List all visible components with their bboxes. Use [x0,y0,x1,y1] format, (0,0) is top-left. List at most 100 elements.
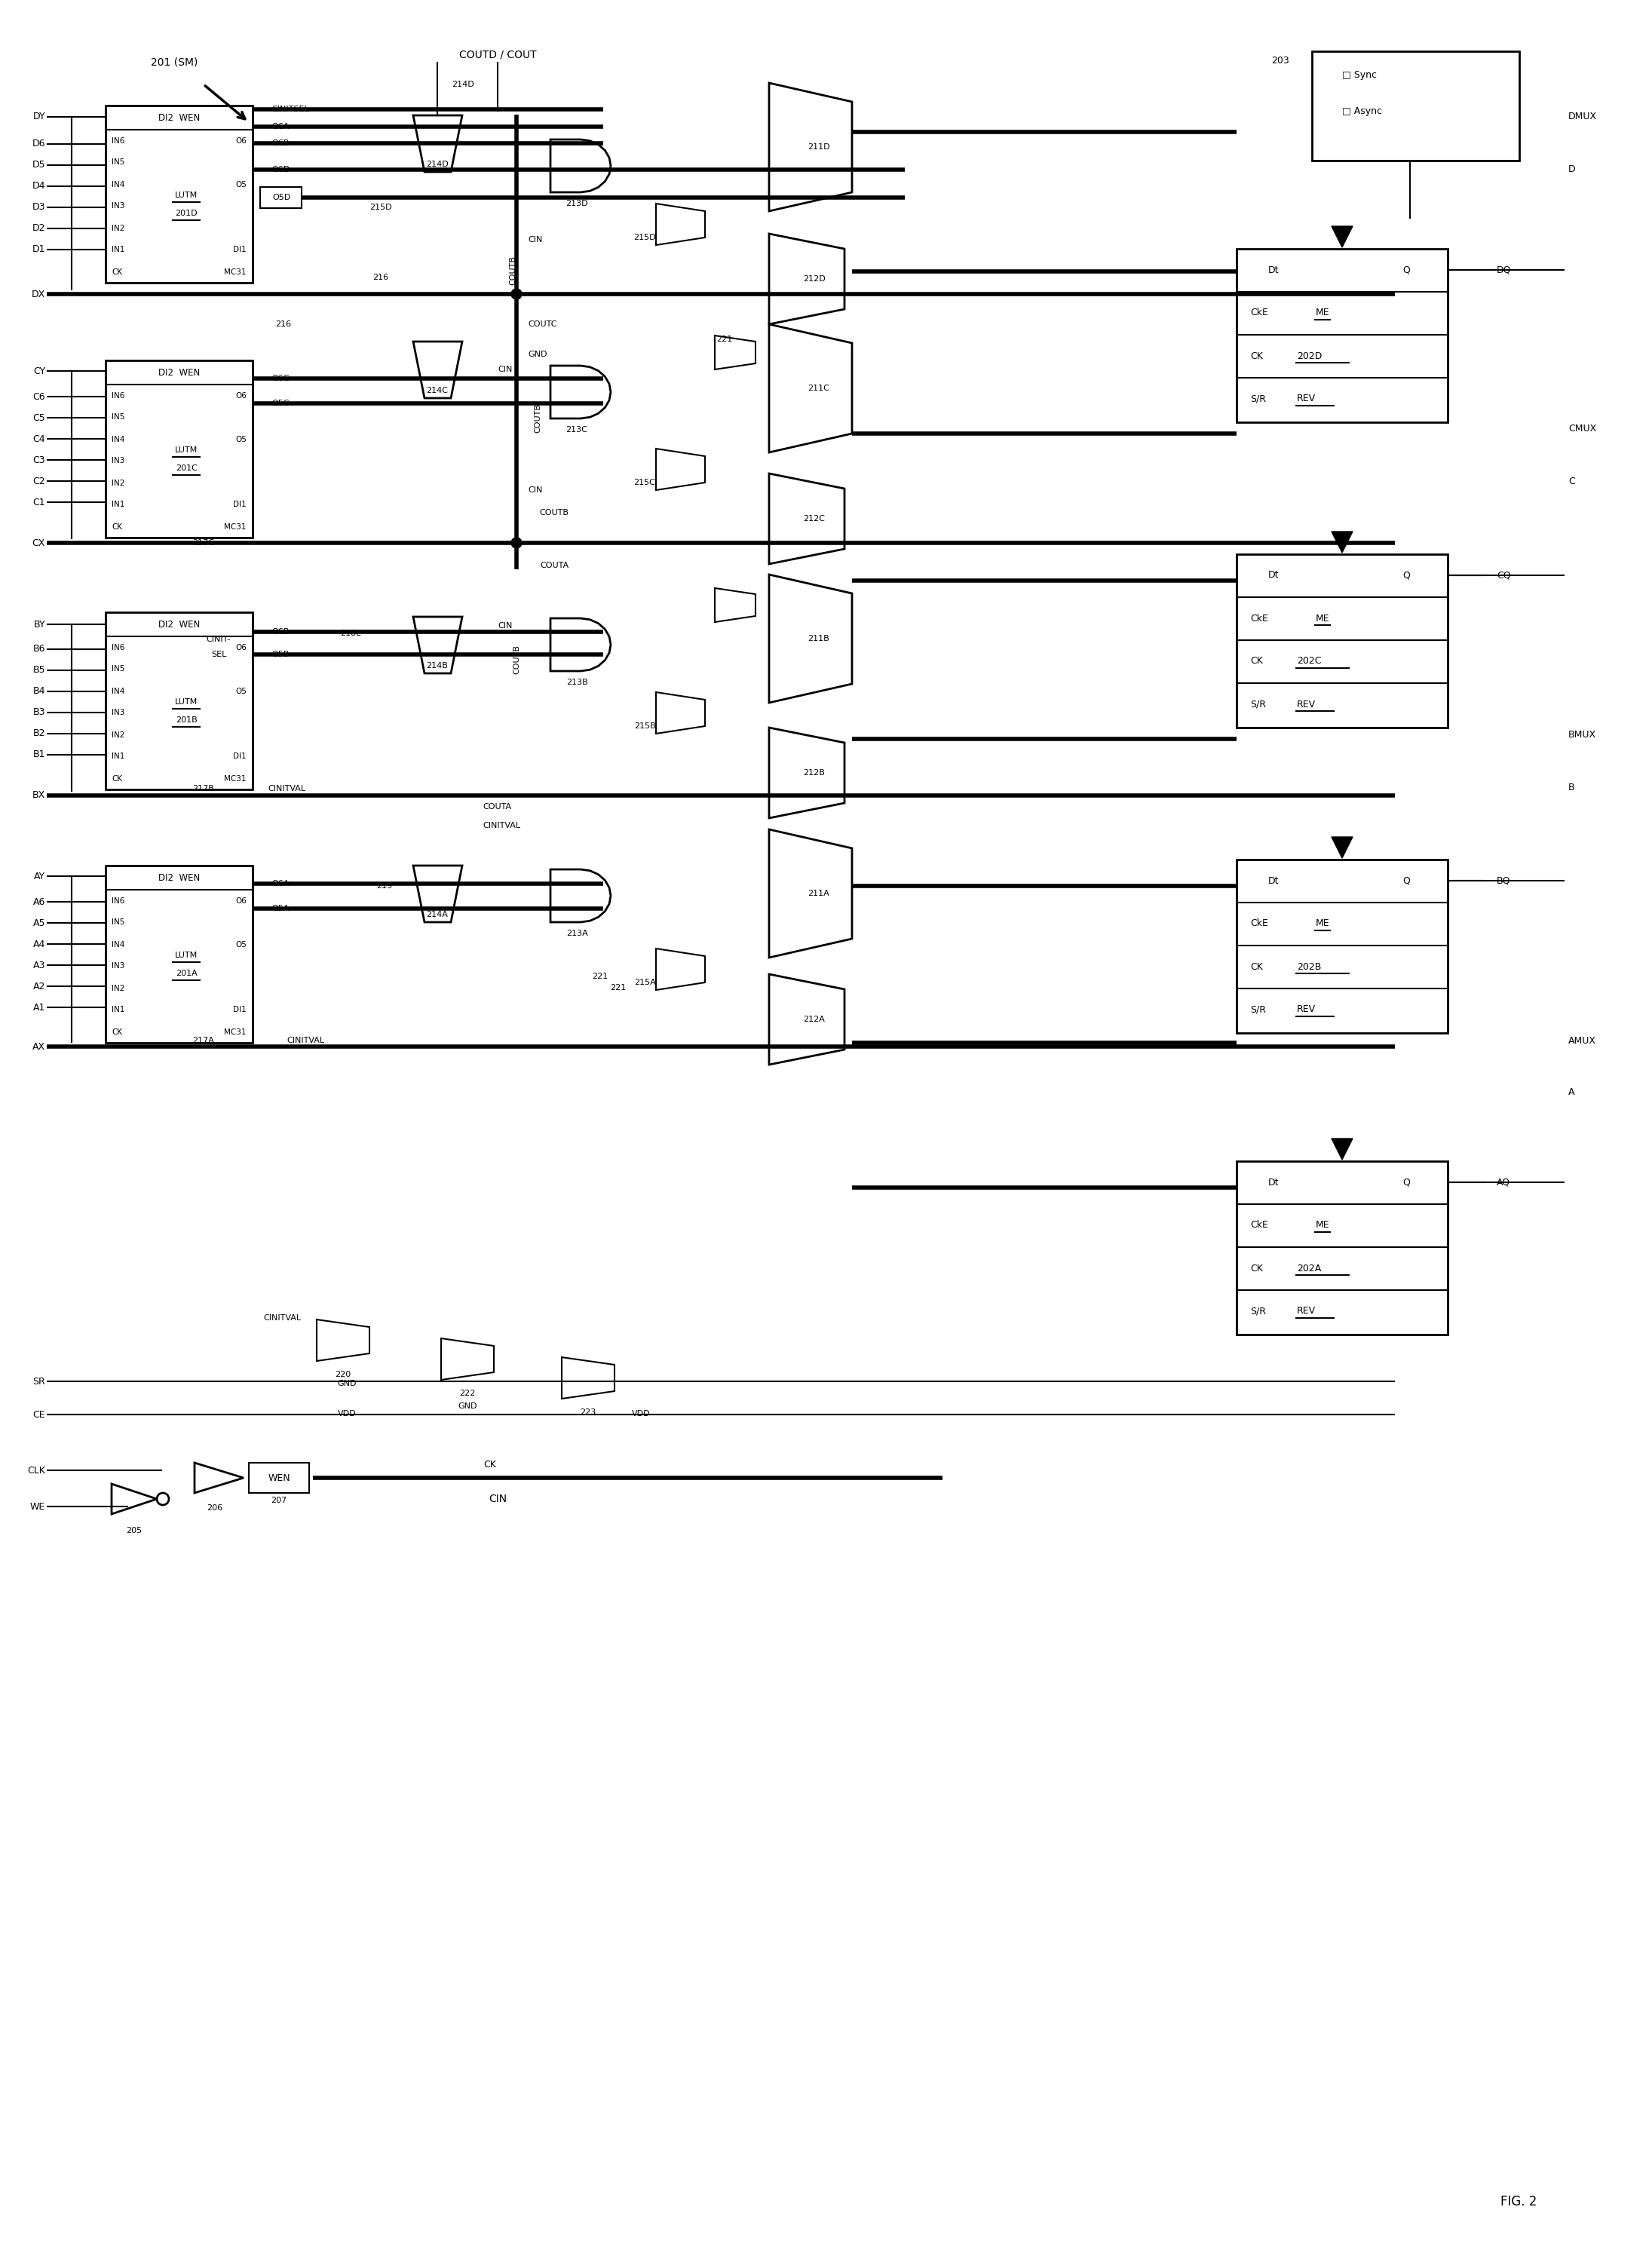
Text: LUTM: LUTM [175,698,198,707]
Polygon shape [656,203,705,244]
Text: DI2  WEN: DI2 WEN [159,619,200,630]
Text: COUTB: COUTB [534,404,542,434]
Polygon shape [770,974,844,1064]
Text: C2: C2 [33,477,45,486]
Text: DI1: DI1 [233,501,246,508]
Text: BY: BY [33,619,45,630]
Text: D2: D2 [31,224,45,233]
Text: WE: WE [30,1502,45,1511]
Text: DMUX: DMUX [1568,113,1597,122]
Text: CK: CK [112,522,122,531]
Text: 201C: 201C [175,465,197,472]
Text: DI2  WEN: DI2 WEN [159,368,200,377]
Text: IN3: IN3 [112,456,124,465]
Text: COUTA: COUTA [540,562,568,569]
Text: CkE: CkE [1251,919,1269,928]
Text: CX: CX [31,538,45,547]
Text: D4: D4 [31,181,45,192]
Text: CIN: CIN [497,366,512,373]
Text: GND: GND [527,350,547,359]
Text: DI2  WEN: DI2 WEN [159,113,200,122]
Text: MC31: MC31 [225,522,246,531]
Text: IN2: IN2 [112,224,124,233]
Text: COUTA: COUTA [482,802,512,811]
Text: IN1: IN1 [112,246,124,253]
Text: LUTM: LUTM [175,951,198,960]
Text: ME: ME [1315,1220,1330,1231]
Text: Dt: Dt [1269,876,1279,886]
Polygon shape [413,341,463,398]
Text: CK: CK [112,775,122,782]
Text: D1: D1 [31,244,45,255]
Text: 201A: 201A [175,969,197,978]
Text: IN4: IN4 [112,436,124,443]
Text: IN2: IN2 [112,479,124,486]
Text: B1: B1 [33,750,45,759]
Bar [1237,861,1447,1032]
Text: O6: O6 [235,391,246,400]
Text: CK: CK [1251,962,1262,971]
Text: IN2: IN2 [112,732,124,739]
Polygon shape [770,84,852,210]
Text: LUTM: LUTM [175,447,198,454]
Text: O6A: O6A [271,881,289,888]
Text: B2: B2 [33,730,45,739]
Text: 223: 223 [580,1407,596,1416]
Text: A: A [1568,1087,1574,1096]
Text: DI2  WEN: DI2 WEN [159,872,200,883]
Bar [1237,1161,1447,1335]
Text: BMUX: BMUX [1568,730,1596,741]
Text: 207: 207 [271,1498,287,1504]
Text: B5: B5 [33,666,45,675]
Text: IN2: IN2 [112,985,124,992]
Text: A3: A3 [33,960,45,969]
Polygon shape [770,829,852,958]
Text: VDD: VDD [337,1410,357,1419]
Text: CIN: CIN [489,1493,507,1504]
Text: BQ: BQ [1497,876,1510,886]
Text: Q: Q [1403,264,1409,276]
Polygon shape [550,140,611,192]
Text: CkE: CkE [1251,614,1269,623]
Bar [259,187,302,208]
Text: C5: C5 [33,413,45,422]
Bar [106,865,253,1044]
Text: GND: GND [337,1380,357,1387]
Text: IN5: IN5 [112,919,124,926]
Polygon shape [1332,531,1353,553]
Text: B4: B4 [33,687,45,696]
Text: CINIT-: CINIT- [206,635,231,644]
Text: 214B: 214B [426,662,448,669]
Text: S/R: S/R [1251,1005,1265,1014]
Text: D6: D6 [31,140,45,149]
Text: 218L: 218L [340,630,362,637]
Text: 205: 205 [126,1527,142,1534]
Text: WEN: WEN [268,1473,291,1482]
Circle shape [510,289,522,300]
Text: SR: SR [33,1376,45,1387]
Text: B: B [1568,784,1574,793]
Text: S/R: S/R [1251,700,1265,709]
Text: Q: Q [1403,1177,1409,1188]
Polygon shape [413,115,463,172]
Circle shape [157,1493,169,1504]
Text: MC31: MC31 [225,1028,246,1035]
Text: IN6: IN6 [112,391,124,400]
Text: D3: D3 [31,203,45,212]
Text: □ Sync: □ Sync [1341,70,1376,81]
Text: LUTM: LUTM [175,192,198,199]
Bar [1237,248,1447,422]
Text: CK: CK [112,269,122,276]
Text: O5: O5 [235,181,246,187]
Text: 220: 220 [335,1371,352,1378]
Bar [106,361,253,538]
Text: 217C: 217C [193,540,215,547]
Text: CK: CK [112,1028,122,1035]
Text: 213C: 213C [567,427,588,434]
Text: IN4: IN4 [112,940,124,949]
Text: 202D: 202D [1297,350,1322,361]
Text: B6: B6 [33,644,45,655]
Text: CLK: CLK [26,1466,45,1475]
Text: DY: DY [33,113,45,122]
Text: 215B: 215B [634,723,656,730]
